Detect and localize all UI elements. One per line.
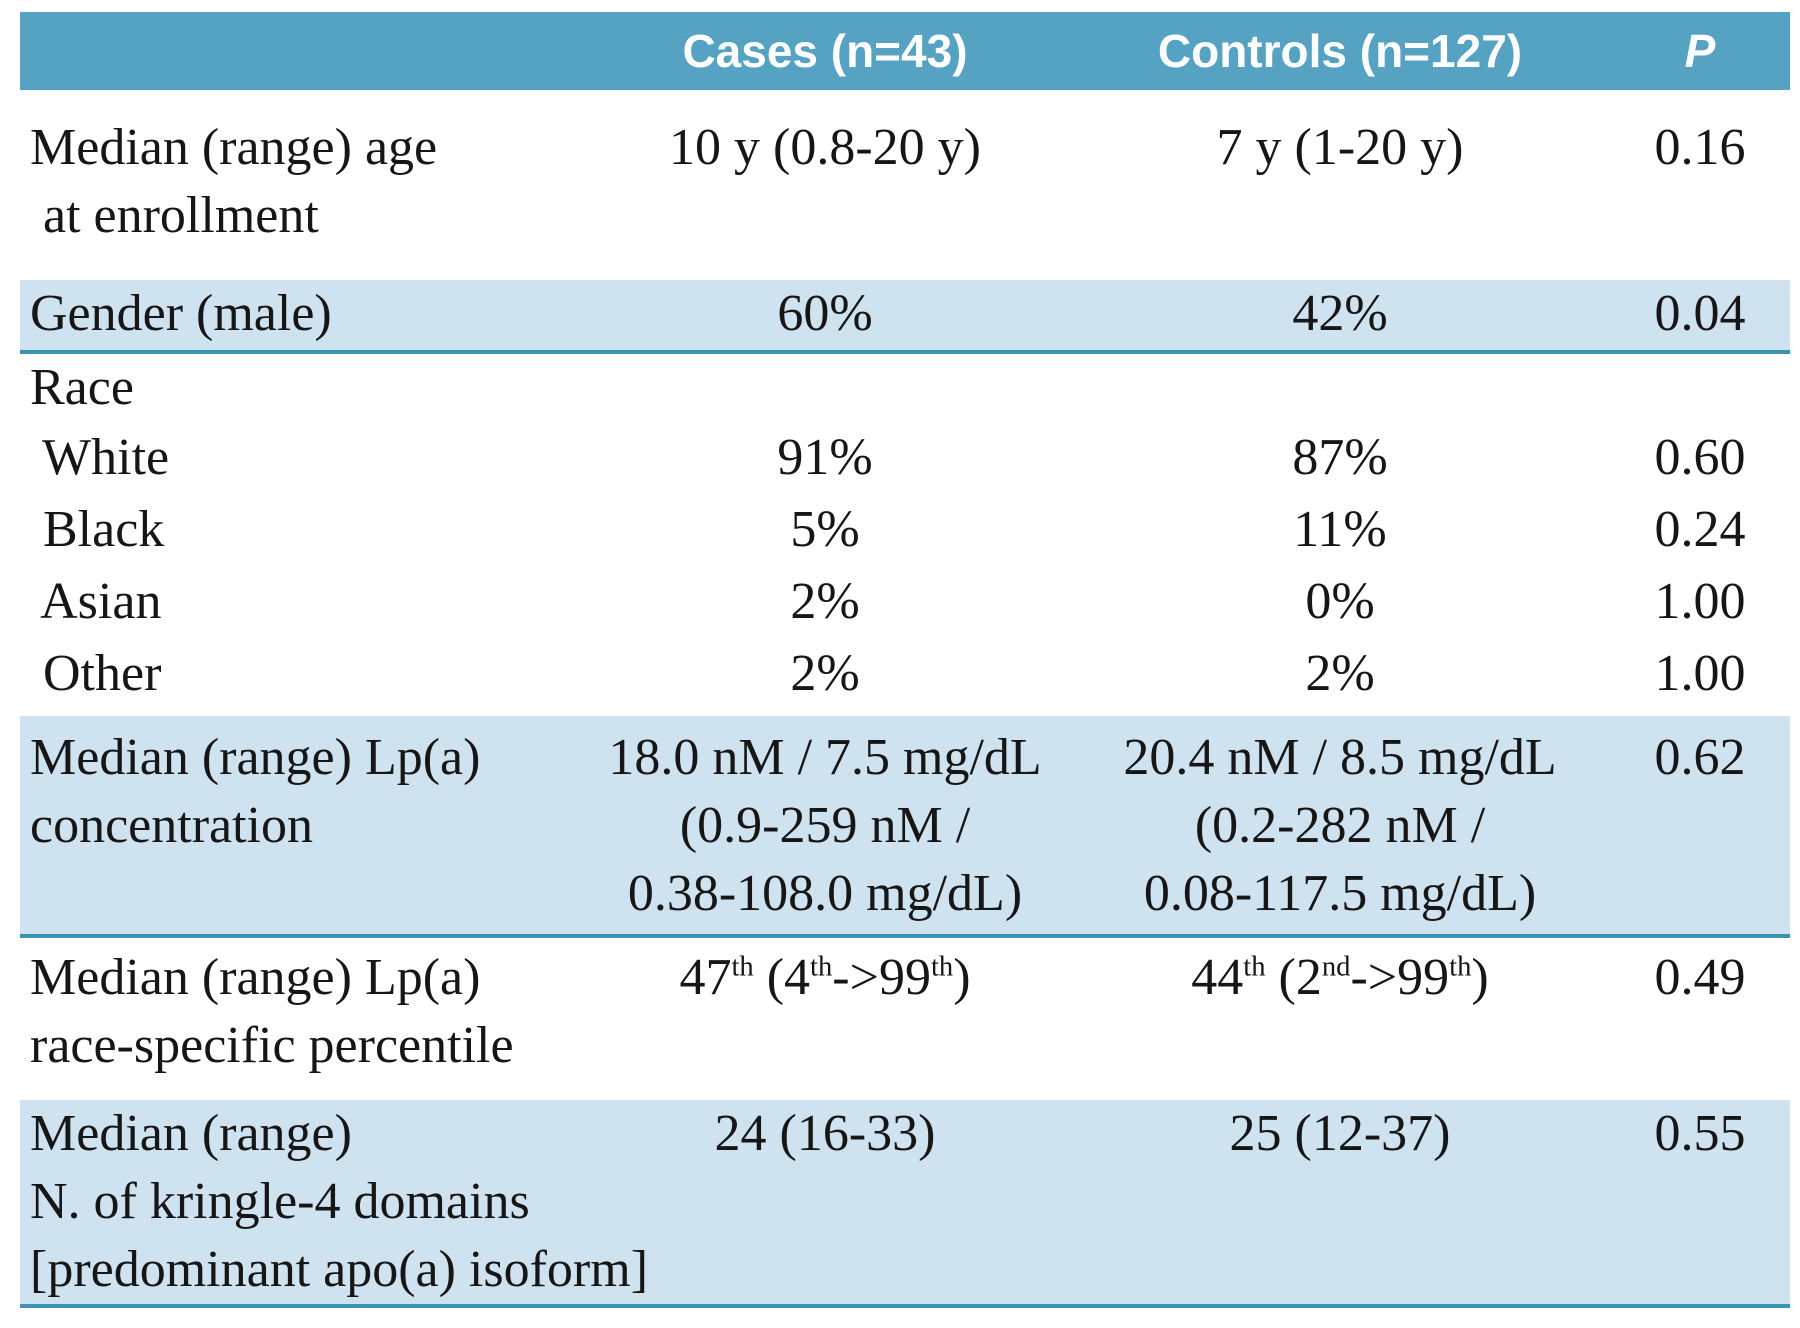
p-cell: 0.60 [1654,429,1746,486]
table-row-gender: Gender (male) 60% 42% 0.04 [20,280,1790,354]
label-cell: Median (range) N. of kringle-4 domains [… [20,1100,648,1308]
p-cell: 0.49 [1654,949,1746,1006]
controls-cell: 25 (12-37) [1070,1100,1610,1308]
header-cases-cell: Cases (n=43) [580,12,1070,90]
p-cell [1610,352,1790,424]
label-cell: Gender (male) [20,280,580,354]
label-cell: Median (range) Lp(a) concentration [20,716,580,938]
cases-cell [580,352,1070,424]
table-row-race-header: Race [20,352,1790,424]
label-cell: Asian [30,573,162,630]
table-header-row: Cases (n=43) Controls (n=127) P [20,12,1790,90]
table-row-kringle-domains: Median (range) N. of kringle-4 domains [… [20,1100,1790,1308]
cases-cell: 2% [790,573,860,630]
label-cell: Black [30,501,165,558]
cases-column-header: Cases (n=43) [682,25,968,77]
table-row-race-white: White 91% 87% 0.60 [20,424,1790,496]
label-cell: Median (range) Lp(a) race-specific perce… [30,949,514,1074]
label-cell: Other [30,645,162,702]
header-label-cell [20,12,580,90]
p-cell: 0.16 [1654,119,1746,176]
label-cell: White [30,429,170,486]
controls-cell: 42% [1070,280,1610,354]
table-row-lpa-percentile: Median (range) Lp(a) race-specific perce… [20,936,1790,1100]
controls-cell: 44th (2nd->99th) [1191,949,1489,1006]
controls-cell: 11% [1293,501,1387,558]
table-row-age: Median (range) age at enrollment 10 y (0… [20,90,1790,280]
header-controls-cell: Controls (n=127) [1070,12,1610,90]
p-cell: 0.55 [1610,1100,1790,1308]
label-cell: Median (range) age at enrollment [30,119,438,244]
p-cell: 1.00 [1654,645,1746,702]
controls-cell: 0% [1305,573,1375,630]
cases-cell: 5% [790,501,860,558]
table-row-lpa-concentration: Median (range) Lp(a) concentration 18.0 … [20,716,1790,938]
p-column-header: P [1684,25,1716,77]
cases-cell: 60% [580,280,1070,354]
label-cell: Race [30,359,134,416]
cases-cell: 18.0 nM / 7.5 mg/dL (0.9-259 nM / 0.38-1… [580,716,1070,938]
p-cell: 0.04 [1610,280,1790,354]
table-row-race-other: Other 2% 2% 1.00 [20,640,1790,716]
table-row-race-asian: Asian 2% 0% 1.00 [20,568,1790,640]
cases-cell: 10 y (0.8-20 y) [669,119,981,176]
p-cell: 0.62 [1610,716,1790,938]
header-p-cell: P [1610,12,1790,90]
cases-cell: 47th (4th->99th) [679,949,971,1006]
controls-cell [1070,352,1610,424]
p-cell: 0.24 [1654,501,1746,558]
p-cell: 1.00 [1654,573,1746,630]
cases-cell: 24 (16-33) [580,1100,1070,1308]
controls-cell: 20.4 nM / 8.5 mg/dL (0.2-282 nM / 0.08-1… [1070,716,1610,938]
controls-column-header: Controls (n=127) [1157,25,1523,77]
table-row-race-black: Black 5% 11% 0.24 [20,496,1790,568]
demographics-table: Cases (n=43) Controls (n=127) P Median (… [20,12,1790,1308]
cases-cell: 91% [777,429,873,486]
controls-cell: 7 y (1-20 y) [1216,119,1464,176]
controls-cell: 87% [1292,429,1388,486]
controls-cell: 2% [1305,645,1375,702]
cases-cell: 2% [790,645,860,702]
